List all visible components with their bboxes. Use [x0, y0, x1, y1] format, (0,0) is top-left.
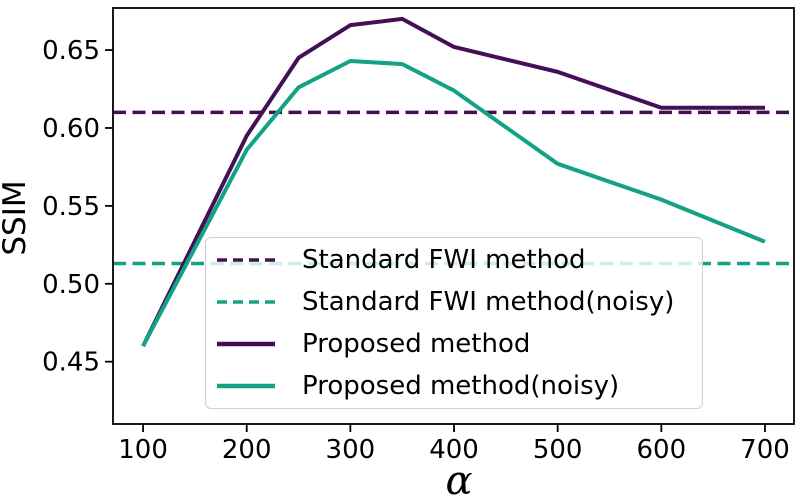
y-tick-label: 0.60 [42, 114, 100, 144]
legend-line-sample [217, 341, 275, 347]
x-tick-label: 300 [326, 435, 376, 465]
x-tick-label: 600 [637, 435, 687, 465]
legend-item-standard-fwi-method-noisy: Standard FWI method(noisy) [216, 281, 702, 323]
x-tick-label: 100 [118, 435, 168, 465]
x-tick-label: 500 [533, 435, 583, 465]
y-tick-label: 0.65 [42, 36, 100, 66]
series-line-proposed-method [141, 16, 765, 347]
x-tick-label: 700 [740, 435, 790, 465]
x-axis-label: α [445, 458, 473, 500]
legend-label: Standard FWI method(noisy) [302, 287, 675, 317]
legend-item-proposed-method: Proposed method [216, 323, 702, 365]
legend-label: Proposed method [302, 329, 531, 359]
y-tick-label: 0.55 [42, 192, 100, 222]
legend-label: Proposed method(noisy) [302, 371, 620, 401]
x-tick-label: 400 [429, 435, 479, 465]
legend-line-sample [217, 300, 275, 304]
x-tick-label: 200 [222, 435, 272, 465]
series-line-proposed-method-noisy [141, 58, 766, 348]
legend: Standard FWI method Standard FWI method(n… [205, 237, 703, 409]
y-axis-label: SSIM [0, 180, 33, 256]
legend-label: Standard FWI method [302, 245, 586, 275]
legend-item-proposed-method-noisy: Proposed method(noisy) [216, 365, 702, 407]
y-tick-label: 0.50 [42, 270, 100, 300]
legend-line-sample [217, 383, 275, 389]
legend-line-sample [217, 258, 275, 262]
legend-item-standard-fwi-method: Standard FWI method [216, 239, 702, 281]
y-tick-label: 0.45 [42, 348, 100, 378]
